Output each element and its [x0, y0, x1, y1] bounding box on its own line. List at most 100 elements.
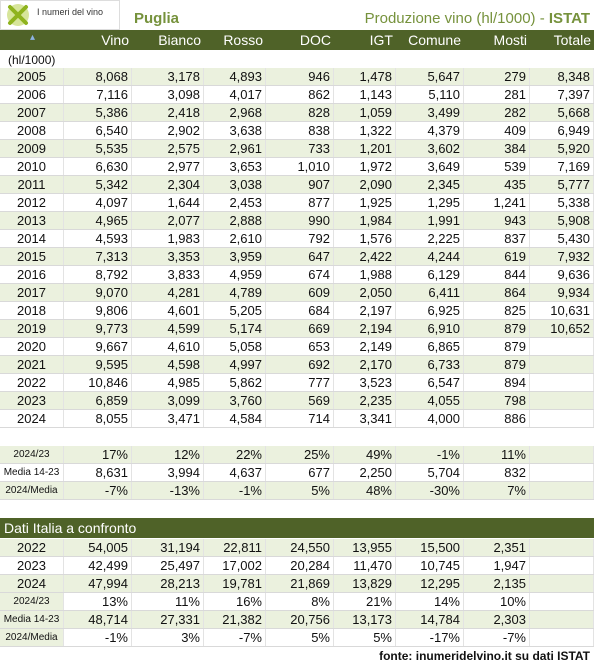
column-label: Mosti	[493, 32, 527, 48]
table-cell: 279	[464, 68, 530, 85]
table-cell: 8,792	[64, 266, 132, 283]
table-cell: 2,170	[334, 356, 396, 373]
table-cell: 3,649	[396, 158, 464, 175]
table-cell: 877	[266, 194, 334, 211]
table-cell: 2,194	[334, 320, 396, 337]
table-cell: 2,610	[204, 230, 266, 247]
table-cell: 7,169	[530, 158, 594, 175]
table-cell: 3,638	[204, 122, 266, 139]
table-cell: 1,991	[396, 212, 464, 229]
unit: (hl/1000)	[8, 53, 56, 67]
table-cell: -7%	[464, 629, 530, 646]
row-label: 2024	[0, 575, 64, 592]
table-cell: 879	[464, 338, 530, 355]
table-cell: 28,213	[132, 575, 204, 592]
table-cell: 384	[464, 140, 530, 157]
table-cell: 2,977	[132, 158, 204, 175]
table-cell: 1,295	[396, 194, 464, 211]
table-cell: 3,760	[204, 392, 266, 409]
table-cell: 3,994	[132, 464, 204, 481]
table-cell: -30%	[396, 482, 464, 499]
table-cell: 6,733	[396, 356, 464, 373]
table-cell: 4,244	[396, 248, 464, 265]
table-cell: 2,453	[204, 194, 266, 211]
table-cell: 7%	[464, 482, 530, 499]
row-label: 2005	[0, 68, 64, 85]
table-cell: 539	[464, 158, 530, 175]
column-header: ▴ Vino Bianco Rosso DOC IGT Comune Mosti Totale	[0, 30, 594, 50]
table-cell: 2,575	[132, 140, 204, 157]
row-label: 2023	[0, 392, 64, 409]
logo-text: I numeri del vino	[37, 7, 104, 17]
table-cell: 9,595	[64, 356, 132, 373]
table-cell: 4,965	[64, 212, 132, 229]
table-cell: 9,934	[530, 284, 594, 301]
table-cell: 6,129	[396, 266, 464, 283]
table-cell: 9,070	[64, 284, 132, 301]
table-row: 2010 6,630 2,977 3,653 1,010 1,972 3,649 539 7,1…	[0, 158, 594, 176]
table-row: 2013 4,965 2,077 2,888 990 1,984 1,991 943 5,908	[0, 212, 594, 230]
table-cell: 21,869	[266, 575, 334, 592]
table-cell: 2,961	[204, 140, 266, 157]
table-cell	[530, 446, 594, 463]
table-cell: 7,116	[64, 86, 132, 103]
table-cell: 2,351	[464, 539, 530, 556]
table-cell: 2,077	[132, 212, 204, 229]
table-cell: 10%	[464, 593, 530, 610]
table-cell: 8%	[266, 593, 334, 610]
table-cell: 3,341	[334, 410, 396, 427]
table-cell	[530, 629, 594, 646]
table-cell	[530, 539, 594, 556]
table-row: 2024/Media -1% 3% -7% 5% 5% -17% -7%	[0, 629, 594, 647]
table-cell: 2,968	[204, 104, 266, 121]
table-cell: 25,497	[132, 557, 204, 574]
table-cell: 4,959	[204, 266, 266, 283]
table-row: 2023 6,859 3,099 3,760 569 2,235 4,055 798	[0, 392, 594, 410]
table-row: 2024 47,994 28,213 19,781 21,869 13,829 12,295…	[0, 575, 594, 593]
table-row: 2020 9,667 4,610 5,058 653 2,149 6,865 879	[0, 338, 594, 356]
table-cell: 4,601	[132, 302, 204, 319]
column-label: DOC	[299, 32, 331, 48]
table-cell: 6,910	[396, 320, 464, 337]
table-cell: 838	[266, 122, 334, 139]
table-cell: 4,281	[132, 284, 204, 301]
table-row: 2009 5,535 2,575 2,961 733 1,201 3,602 384 5,920	[0, 140, 594, 158]
table-cell: 943	[464, 212, 530, 229]
table-cell: 2,197	[334, 302, 396, 319]
table-cell: 677	[266, 464, 334, 481]
table-cell: 2,345	[396, 176, 464, 193]
table-cell	[530, 557, 594, 574]
row-label: 2012	[0, 194, 64, 211]
table-cell: 1,478	[334, 68, 396, 85]
row-label: 2024/23	[0, 593, 64, 610]
table-cell: 11,470	[334, 557, 396, 574]
row-label: Media 14-23	[0, 464, 64, 481]
table-cell: 4,379	[396, 122, 464, 139]
column-label: Rosso	[223, 32, 263, 48]
table-cell: 3,099	[132, 392, 204, 409]
table-cell: 2,149	[334, 338, 396, 355]
table-cell: 5%	[334, 629, 396, 646]
table-row: 2011 5,342 2,304 3,038 907 2,090 2,345 435 5,777	[0, 176, 594, 194]
column-label: IGT	[369, 32, 393, 48]
table-cell: 14%	[396, 593, 464, 610]
table-cell: 22,811	[204, 539, 266, 556]
row-label: 2007	[0, 104, 64, 121]
table-cell: 1,644	[132, 194, 204, 211]
table-cell: 3,602	[396, 140, 464, 157]
table-cell: 9,773	[64, 320, 132, 337]
table-row: 2006 7,116 3,098 4,017 862 1,143 5,110 281 7,397	[0, 86, 594, 104]
row-label: 2020	[0, 338, 64, 355]
table-cell: 3,523	[334, 374, 396, 391]
table-cell: 3,959	[204, 248, 266, 265]
title: Produzione vino (hl/1000) - ISTAT	[365, 10, 590, 27]
table-cell: 5%	[266, 629, 334, 646]
table-cell: 4,097	[64, 194, 132, 211]
table-cell: 435	[464, 176, 530, 193]
table-cell: 5,058	[204, 338, 266, 355]
table-cell: 282	[464, 104, 530, 121]
table-cell: 10,745	[396, 557, 464, 574]
row-label: 2013	[0, 212, 64, 229]
title-source: ISTAT	[548, 10, 590, 27]
table-cell: 11%	[464, 446, 530, 463]
